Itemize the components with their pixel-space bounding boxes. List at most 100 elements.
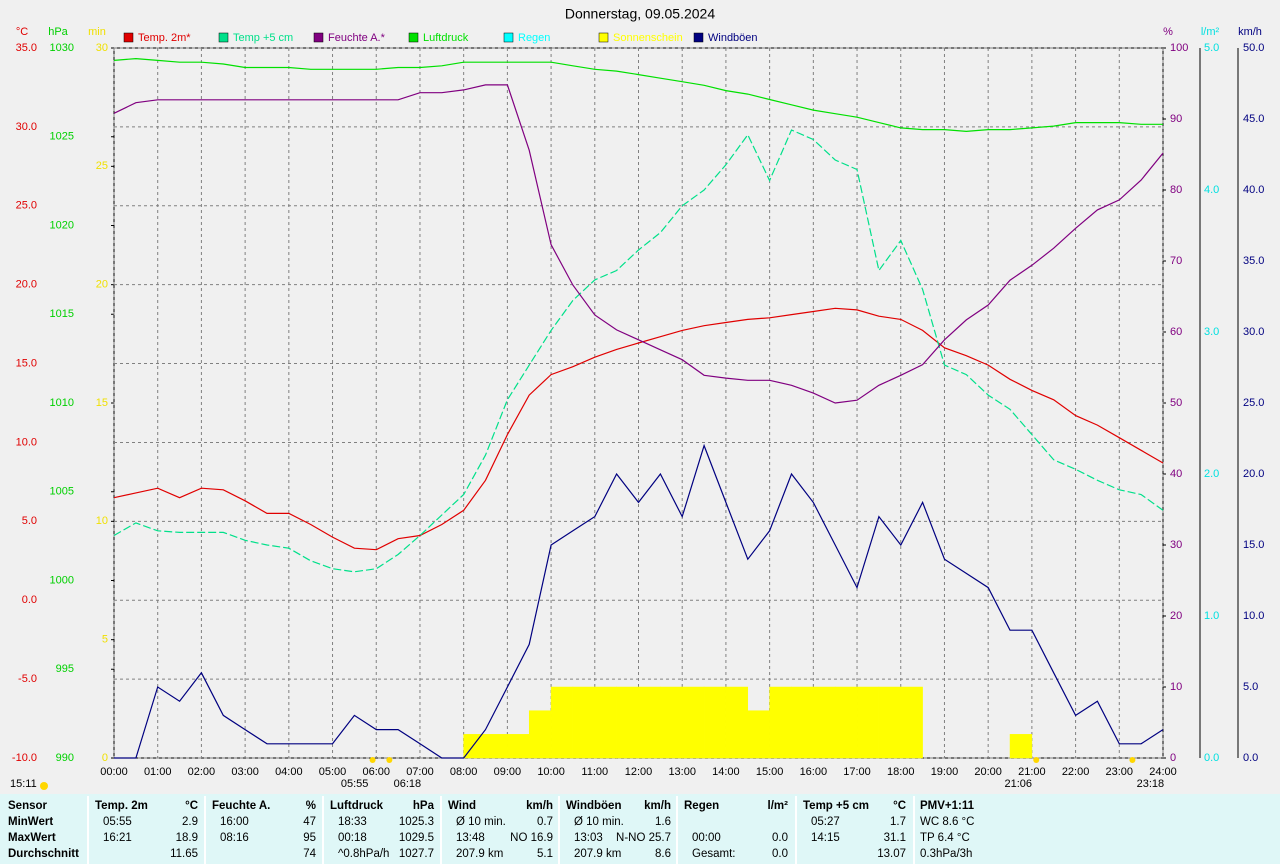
y-tick-label: 60 — [1170, 326, 1182, 338]
sunshine-bar — [638, 686, 661, 759]
y-tick-label: 20.0 — [16, 279, 37, 291]
x-tick-label: 22:00 — [1062, 766, 1090, 778]
table-cell: 1.7 — [890, 816, 906, 828]
table-cell: 1.6 — [655, 816, 671, 828]
y-tick-label: 995 — [56, 663, 74, 675]
y-tick-label: 5.0 — [1204, 42, 1219, 54]
y-tick-label: 15.0 — [1243, 539, 1264, 551]
sunshine-bar — [725, 686, 749, 759]
sunshine-bar — [507, 734, 530, 759]
y-tick-label: 2.0 — [1204, 468, 1219, 480]
annotation: 21:06 — [1004, 778, 1032, 790]
table-header: PMV+1:11 — [920, 800, 975, 812]
y-tick-label: 35.0 — [1243, 255, 1264, 267]
x-tick-label: 24:00 — [1149, 766, 1177, 778]
sunshine-bar — [681, 686, 705, 759]
table-cell: 1025.3 — [399, 816, 434, 828]
sunshine-bar — [616, 686, 639, 759]
sunshine-bar — [791, 686, 814, 759]
y-tick-label: 5.0 — [1243, 681, 1258, 693]
y-tick-label: 5 — [102, 634, 108, 646]
table-background — [0, 794, 1280, 864]
table-header: Windböen — [566, 800, 621, 812]
y-tick-label: 90 — [1170, 113, 1182, 125]
x-tick-label: 15:00 — [756, 766, 784, 778]
legend-swatch — [123, 32, 134, 43]
y-tick-label: 30 — [96, 42, 108, 54]
y-tick-label: 1010 — [50, 397, 74, 409]
table-unit: hPa — [413, 800, 435, 812]
time-stamp: 15:11 — [10, 778, 37, 790]
table-cell: 8.6 — [655, 848, 671, 860]
table-cell: 95 — [303, 832, 316, 844]
sun-icon — [40, 782, 48, 790]
sun-marker — [386, 757, 393, 763]
table-cell: 5.1 — [537, 848, 553, 860]
y-tick-label: 40 — [1170, 468, 1182, 480]
table-cell: 207.9 km — [456, 848, 503, 860]
x-tick-label: 04:00 — [275, 766, 303, 778]
table-cell: 11.65 — [170, 848, 198, 860]
table-unit: °C — [185, 800, 198, 812]
sunshine-bar — [878, 686, 901, 759]
table-header: Temp. 2m — [95, 800, 148, 812]
table-cell: 13:03 — [574, 832, 603, 844]
x-tick-label: 23:00 — [1106, 766, 1134, 778]
x-tick-label: 08:00 — [450, 766, 478, 778]
legend-label: Feuchte A.* — [328, 32, 386, 44]
table-cell: 14:15 — [811, 832, 840, 844]
stats-table: Sensor Temp. 2m °C Feuchte A.% Luftdruck hPa W… — [8, 796, 975, 864]
y-tick-label: 1025 — [50, 131, 74, 143]
y-tick-label: 50.0 — [1243, 42, 1264, 54]
x-tick-label: 09:00 — [494, 766, 522, 778]
table-cell: Ø 10 min. — [456, 816, 506, 828]
y-tick-label: -10.0 — [12, 752, 37, 764]
y-tick-label: 4.0 — [1204, 184, 1219, 196]
table-unit: km/h — [644, 800, 671, 812]
y-tick-label: 20.0 — [1243, 468, 1264, 480]
table-cell: 1027.7 — [399, 848, 434, 860]
x-tick-label: 00:00 — [100, 766, 128, 778]
sun-marker — [1129, 757, 1136, 763]
x-tick-label: 03:00 — [231, 766, 259, 778]
y-tick-label: 25.0 — [16, 200, 37, 212]
axis-unit: % — [1163, 26, 1173, 38]
y-tick-label: 0.0 — [22, 594, 37, 606]
y-tick-label: 20 — [1170, 610, 1182, 622]
table-cell: 2.9 — [182, 816, 198, 828]
annotation: 06:18 — [394, 778, 422, 790]
sunshine-bar — [813, 686, 836, 759]
table-unit: l/m² — [768, 800, 789, 812]
sunshine-bar — [747, 710, 770, 759]
table-cell: 05:27 — [811, 816, 840, 828]
axis-unit: hPa — [48, 26, 68, 38]
table-cell: 31.1 — [884, 832, 906, 844]
table-cell: 13.07 — [877, 848, 906, 860]
table-cell: 0.3hPa/3h — [920, 848, 972, 860]
table-unit: °C — [893, 800, 906, 812]
y-tick-label: -5.0 — [18, 673, 37, 685]
y-tick-label: 1020 — [50, 219, 74, 231]
legend-swatch — [693, 32, 704, 43]
y-tick-label: 990 — [56, 752, 74, 764]
table-header: Regen — [684, 800, 719, 812]
table-unit: km/h — [526, 800, 553, 812]
sunshine-bar — [485, 734, 508, 759]
y-tick-label: 25.0 — [1243, 397, 1264, 409]
table-cell: 207.9 km — [574, 848, 621, 860]
y-tick-label: 70 — [1170, 255, 1182, 267]
legend-label: Regen — [518, 32, 550, 44]
row-label: MaxWert — [8, 832, 56, 844]
sunshine-bar — [594, 686, 617, 759]
x-tick-label: 10:00 — [537, 766, 565, 778]
sunshine-bar — [703, 686, 727, 759]
legend-swatch — [218, 32, 229, 43]
table-cell: 18.9 — [176, 832, 198, 844]
sunshine-bar — [900, 686, 923, 759]
table-cell: NO 16.9 — [510, 832, 553, 844]
table-header: Feuchte A. — [212, 800, 270, 812]
y-tick-label: 0 — [1170, 752, 1176, 764]
x-tick-label: 12:00 — [625, 766, 653, 778]
table-cell: 13:48 — [456, 832, 485, 844]
table-cell: 08:16 — [220, 832, 249, 844]
